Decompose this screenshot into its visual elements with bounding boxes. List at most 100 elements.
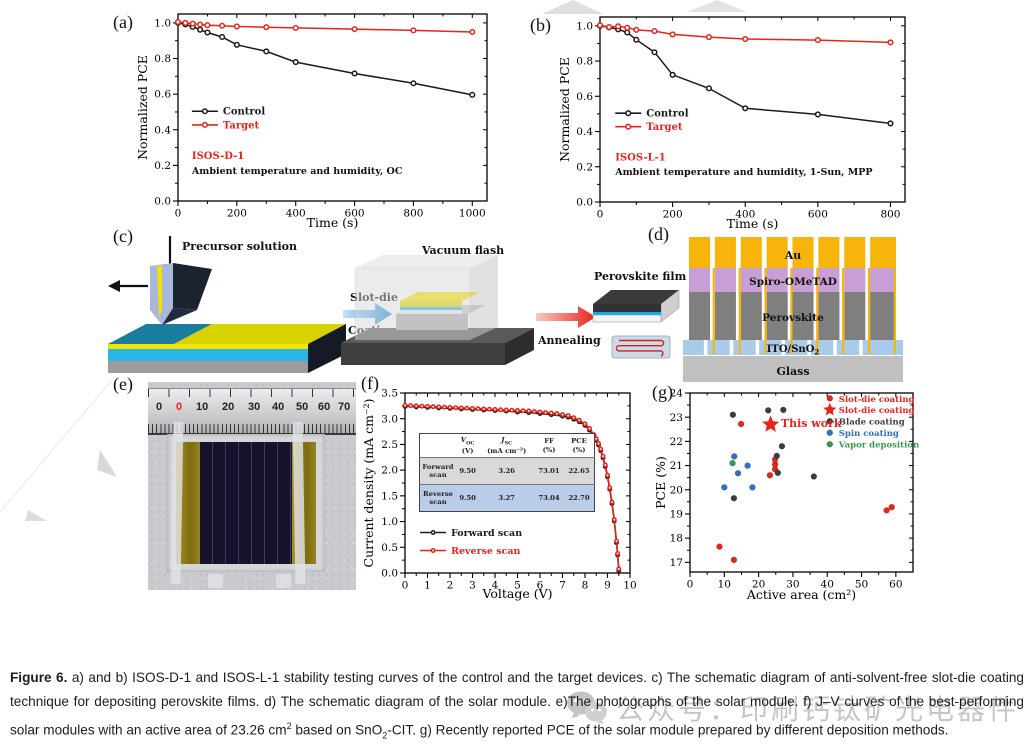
- legend-label: Vapor deposition: [838, 441, 919, 451]
- caption-figure-number: Figure 6.: [10, 669, 68, 685]
- ff-header: FF (%): [542, 437, 556, 454]
- legend-label: Reverse scan: [451, 546, 520, 557]
- data-point: [481, 406, 487, 412]
- x-tick-label: 1: [424, 580, 431, 592]
- legend-label: Control: [223, 107, 265, 118]
- move-arrowhead: [108, 280, 120, 292]
- stability-chart-isos-d1: 0 200 400 600 800 1000 0.0 0.2 0.4 0.6 0.8 1.0 Time …: [135, 13, 488, 230]
- jsc-header: JSC (mA cm⁻²): [487, 435, 527, 455]
- data-point: [826, 429, 834, 436]
- data-point: [729, 459, 736, 467]
- substrate-slab: [108, 324, 346, 373]
- data-point: [616, 566, 622, 572]
- data-point: [292, 59, 299, 66]
- solar-module-cross-section: Au Spiro-OMeTAD Perovskite ITO/SnO2 Glas…: [683, 237, 903, 382]
- jv-parameters-table: VOC (V) JSC (mA cm⁻²) FF (%) PCE (%) Forward…: [419, 433, 595, 512]
- module-photograph: 0 0 10 20 30 40 50 60 70: [148, 382, 356, 590]
- serpentine-circuit: [615, 339, 665, 357]
- y-tick-label: 0.6: [576, 91, 593, 103]
- y-tick-label: 19: [670, 509, 683, 521]
- annealing-label: Annealing: [537, 334, 601, 347]
- data-point: [515, 408, 520, 413]
- x-tick-label: 800: [403, 208, 423, 220]
- data-point: [189, 20, 196, 27]
- x-tick-label: 600: [345, 208, 365, 220]
- data-point: [263, 24, 270, 31]
- x-tick-label: 30: [786, 579, 799, 591]
- ito-gap: [859, 340, 863, 355]
- ito-gap: [703, 340, 708, 355]
- x-tick-label: 8: [582, 580, 589, 592]
- data-point: [625, 123, 632, 130]
- data-point: [425, 403, 430, 409]
- data-point: [742, 105, 749, 112]
- data-point: [571, 415, 577, 421]
- interconnect-stripe: [738, 268, 741, 354]
- legend-label: Target: [223, 120, 260, 131]
- y-tick-label: 0.4: [154, 124, 171, 136]
- data-point: [292, 24, 299, 31]
- cell-gap: [813, 237, 819, 340]
- ruler-number: 40: [272, 401, 285, 413]
- data-point: [219, 33, 226, 41]
- perovskite-film-stack: [592, 289, 680, 323]
- module-pattern-chip: [611, 335, 671, 359]
- data-point: [609, 499, 615, 505]
- x-axis-title: Time (s): [727, 216, 779, 231]
- table-row: Forward scan 9.50 3.26 73.01 22.65: [419, 457, 595, 485]
- data-point: [606, 23, 613, 31]
- y-tick-label: 0.8: [576, 56, 593, 68]
- data-point: [596, 22, 604, 29]
- annotation: Ambient temperature and humidity, OC: [191, 166, 403, 177]
- data-point: [351, 70, 358, 77]
- data-point: [611, 517, 617, 522]
- y-axis-title: Normalized PCE: [135, 55, 150, 160]
- data-point: [734, 470, 742, 477]
- x-axis-title: Voltage (V): [481, 586, 552, 601]
- data-point: [651, 49, 658, 56]
- panel-label-f: (f): [361, 373, 379, 393]
- interconnect-stripe: [867, 268, 871, 354]
- x-tick-label: 400: [735, 209, 755, 221]
- y-tick-label: 1.5: [381, 490, 398, 502]
- cell-gap: [735, 237, 741, 340]
- data-point: [883, 507, 890, 514]
- data-point: [607, 485, 613, 491]
- x-tick-label: 4: [492, 580, 499, 592]
- deco-line: [0, 379, 113, 513]
- data-point: [826, 395, 834, 402]
- cell-gap: [710, 237, 715, 340]
- data-point: [565, 413, 571, 419]
- data-point: [773, 452, 781, 460]
- data-point: [593, 436, 599, 442]
- data-point: [716, 543, 723, 550]
- data-point: [729, 411, 737, 419]
- star-marker: [762, 415, 780, 432]
- data-point: [887, 120, 894, 127]
- x-tick-label: 0: [175, 208, 182, 220]
- data-point: [197, 26, 204, 33]
- glass-layer: [683, 356, 903, 382]
- data-point: [826, 418, 834, 425]
- x-tick-label: 3: [469, 580, 476, 592]
- annealing-arrow: [536, 306, 596, 328]
- data-point: [742, 35, 749, 43]
- data-point: [413, 403, 419, 409]
- pce-vs-area-scatter-chart: 0 10 20 30 40 50 60 17 18 19 20 21 22 23 24 Active area…: [653, 388, 919, 602]
- data-point: [600, 453, 606, 459]
- data-point: [669, 71, 676, 78]
- interconnect-stripe: [842, 268, 845, 354]
- cell-gap: [761, 237, 767, 340]
- data-point: [419, 403, 425, 409]
- x-tick-label: 200: [227, 208, 247, 220]
- data-point: [470, 405, 475, 411]
- ruler-number: 70: [338, 401, 351, 413]
- y-tick-label: 17: [670, 557, 683, 569]
- cell-gap: [865, 237, 871, 340]
- x-axis-title: Time (s): [307, 215, 359, 230]
- data-point: [430, 548, 436, 553]
- x-tick-label: 0: [402, 580, 409, 592]
- x-tick-label: 400: [286, 208, 306, 220]
- data-point: [503, 407, 509, 413]
- ruler-number: 0: [176, 401, 183, 413]
